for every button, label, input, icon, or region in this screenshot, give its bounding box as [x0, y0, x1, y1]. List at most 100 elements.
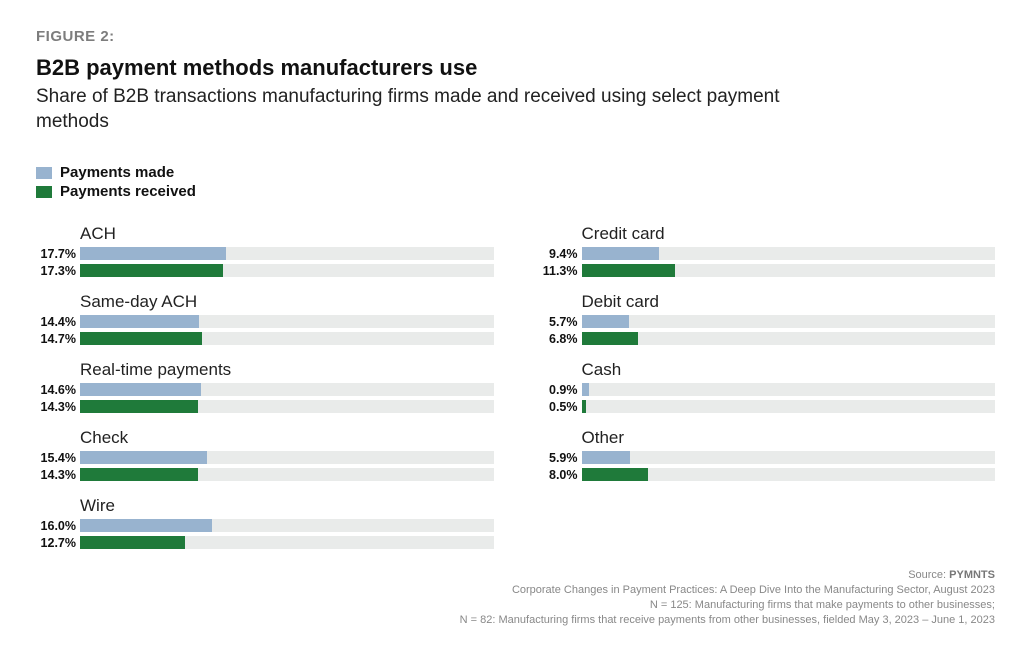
bar-fill-received: [582, 332, 638, 345]
bar-track: [80, 332, 494, 345]
bar-fill-made: [582, 247, 660, 260]
bar-group: Debit card5.7% 6.8%: [538, 292, 996, 346]
bar-group-label: Credit card: [582, 224, 996, 244]
chart-title: B2B payment methods manufacturers use: [36, 55, 995, 81]
bar-fill-made: [80, 383, 201, 396]
chart-right-column: Credit card9.4%11.3%Debit card5.7%6.8%Ca…: [538, 224, 996, 564]
bar-track: [582, 400, 996, 413]
bar-row-made: 5.9%: [538, 450, 996, 465]
bar-fill-made: [80, 315, 199, 328]
bar-track: [80, 400, 494, 413]
bar-value-label: 14.6%: [36, 383, 80, 397]
bar-value-label: 16.0%: [36, 519, 80, 533]
bar-row-received: 0.5%: [538, 399, 996, 414]
chart-left-column: ACH17.7%17.3%Same-day ACH14.4%14.7%Real-…: [36, 224, 494, 564]
bar-track: [582, 383, 996, 396]
bar-row-made: 9.4%: [538, 246, 996, 261]
bar-track: [582, 332, 996, 345]
bar-track: [80, 451, 494, 464]
bar-row-received: 14.3%: [36, 399, 494, 414]
legend-item-received: Payments received: [36, 183, 995, 200]
bar-track: [80, 383, 494, 396]
bar-track: [582, 315, 996, 328]
bar-group: Same-day ACH14.4% 14.7%: [36, 292, 494, 346]
bar-group-label: Real-time payments: [80, 360, 494, 380]
bar-value-label: 9.4%: [538, 247, 582, 261]
bar-fill-made: [582, 383, 589, 396]
source-line-1: Source: PYMNTS: [36, 568, 995, 583]
bar-group: Credit card9.4% 11.3%: [538, 224, 996, 278]
bar-value-label: 15.4%: [36, 451, 80, 465]
bar-fill-made: [80, 451, 207, 464]
legend-label-made: Payments made: [60, 164, 174, 181]
bar-value-label: 6.8%: [538, 332, 582, 346]
bar-row-made: 14.4%: [36, 314, 494, 329]
bar-fill-made: [582, 315, 629, 328]
figure-container: FIGURE 2: B2B payment methods manufactur…: [0, 0, 1031, 640]
source-line-4: N = 82: Manufacturing firms that receive…: [36, 613, 995, 628]
bar-track: [582, 247, 996, 260]
bar-value-label: 0.9%: [538, 383, 582, 397]
legend-swatch-made: [36, 167, 52, 179]
bar-track: [80, 247, 494, 260]
bar-fill-made: [582, 451, 631, 464]
bar-value-label: 17.3%: [36, 264, 80, 278]
bar-value-label: 8.0%: [538, 468, 582, 482]
bar-row-received: 14.3%: [36, 467, 494, 482]
bar-fill-received: [80, 264, 223, 277]
bar-fill-received: [80, 468, 198, 481]
bar-track: [80, 468, 494, 481]
bar-group: Real-time payments14.6% 14.3%: [36, 360, 494, 414]
bar-fill-received: [582, 468, 648, 481]
bar-group-label: ACH: [80, 224, 494, 244]
bar-fill-received: [80, 400, 198, 413]
bar-group: ACH17.7% 17.3%: [36, 224, 494, 278]
bar-value-label: 5.7%: [538, 315, 582, 329]
source-line-3: N = 125: Manufacturing firms that make p…: [36, 598, 995, 613]
bar-track: [582, 264, 996, 277]
bar-track: [582, 451, 996, 464]
bar-track: [80, 315, 494, 328]
legend-item-made: Payments made: [36, 164, 995, 181]
bar-track: [80, 264, 494, 277]
bar-value-label: 11.3%: [538, 264, 582, 278]
bar-group-label: Cash: [582, 360, 996, 380]
bar-row-made: 0.9%: [538, 382, 996, 397]
bar-row-received: 17.3%: [36, 263, 494, 278]
bar-group-label: Same-day ACH: [80, 292, 494, 312]
bar-fill-received: [582, 400, 586, 413]
bar-value-label: 14.7%: [36, 332, 80, 346]
bar-track: [582, 468, 996, 481]
bar-group: Check15.4% 14.3%: [36, 428, 494, 482]
bar-group-label: Check: [80, 428, 494, 448]
chart-subtitle: Share of B2B transactions manufacturing …: [36, 85, 796, 134]
bar-row-received: 12.7%: [36, 535, 494, 550]
bar-group: Wire16.0%12.7%: [36, 496, 494, 550]
figure-label: FIGURE 2:: [36, 28, 995, 45]
bar-row-made: 5.7%: [538, 314, 996, 329]
bar-group: Other5.9% 8.0%: [538, 428, 996, 482]
legend-swatch-received: [36, 186, 52, 198]
bar-row-received: 6.8%: [538, 331, 996, 346]
bar-value-label: 17.7%: [36, 247, 80, 261]
bar-value-label: 14.4%: [36, 315, 80, 329]
bar-fill-made: [80, 519, 212, 532]
bar-value-label: 14.3%: [36, 468, 80, 482]
bar-row-received: 14.7%: [36, 331, 494, 346]
bar-group-label: Other: [582, 428, 996, 448]
bar-group-label: Debit card: [582, 292, 996, 312]
bar-track: [80, 536, 494, 549]
bar-value-label: 0.5%: [538, 400, 582, 414]
bar-group: Cash0.9% 0.5%: [538, 360, 996, 414]
bar-fill-received: [80, 536, 185, 549]
bar-row-made: 16.0%: [36, 518, 494, 533]
bar-row-received: 8.0%: [538, 467, 996, 482]
bar-value-label: 5.9%: [538, 451, 582, 465]
bar-fill-received: [80, 332, 202, 345]
legend-label-received: Payments received: [60, 183, 196, 200]
bar-track: [80, 519, 494, 532]
legend: Payments made Payments received: [36, 164, 995, 200]
bar-fill-made: [80, 247, 226, 260]
bar-fill-received: [582, 264, 675, 277]
bar-row-made: 15.4%: [36, 450, 494, 465]
